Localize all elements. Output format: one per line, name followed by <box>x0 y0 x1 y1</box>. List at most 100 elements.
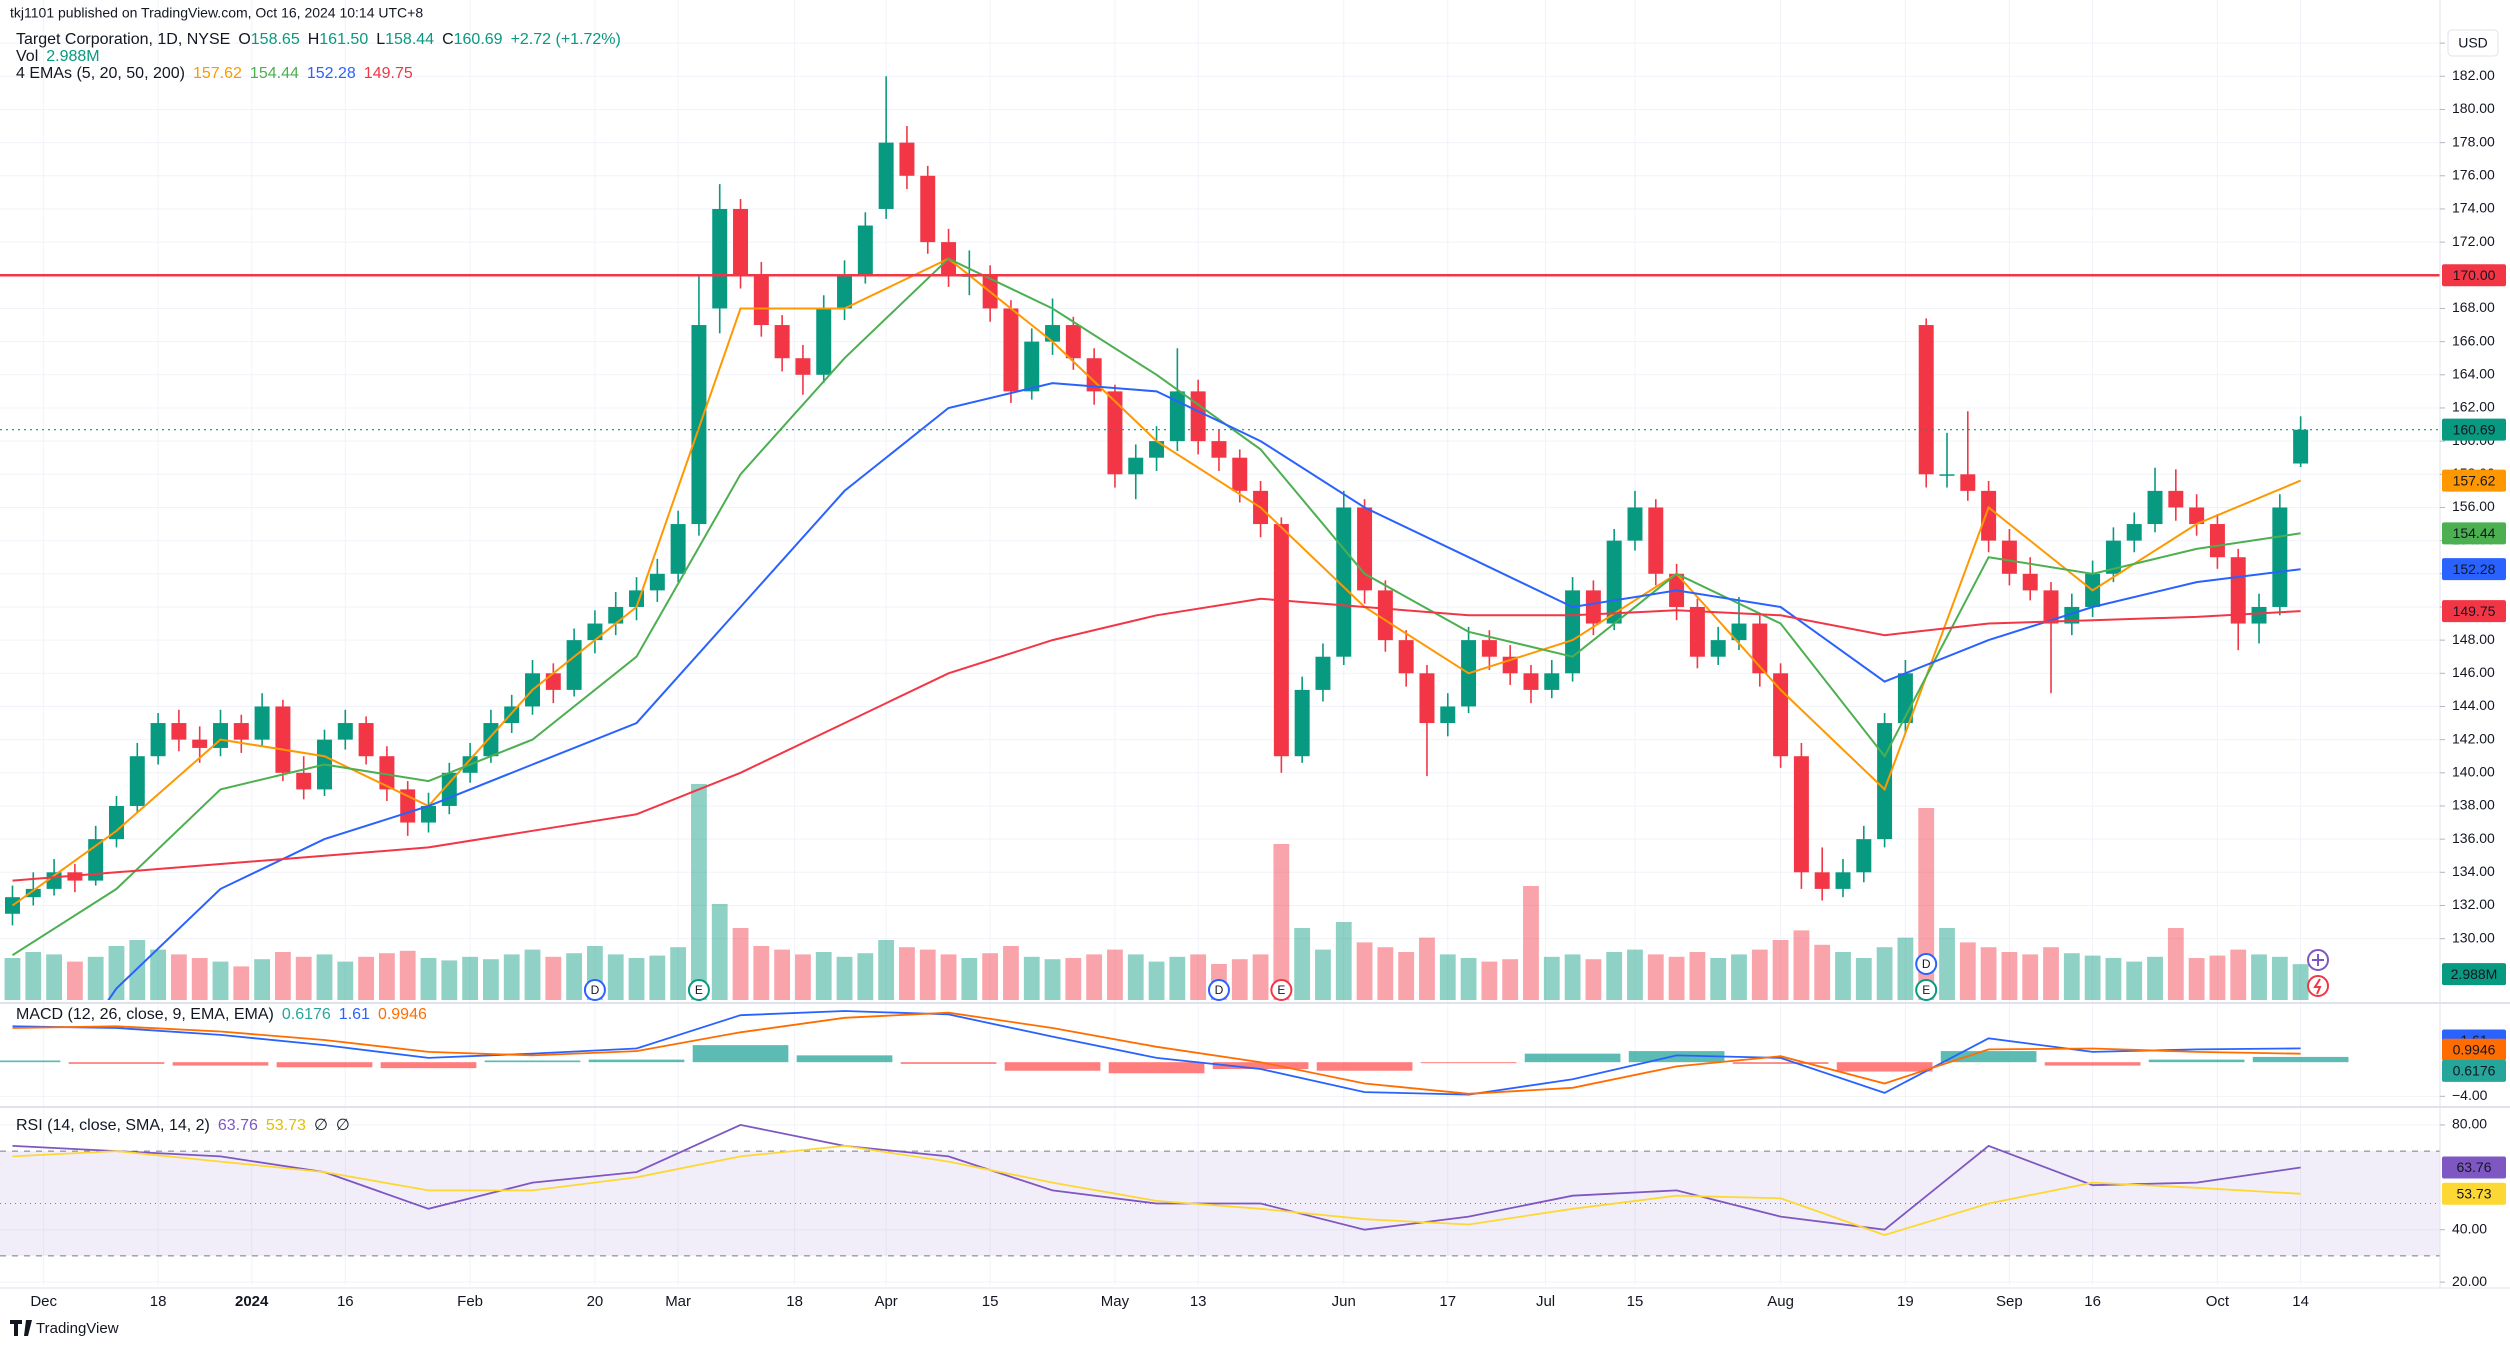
volume-bar <box>1252 954 1269 1000</box>
volume-bar <box>1273 844 1290 1000</box>
legend-volume: Vol 2.988M <box>16 48 100 65</box>
volume-bar <box>524 949 541 1000</box>
volume-bar <box>2188 958 2205 1000</box>
event-label: E <box>1922 983 1930 997</box>
volume-bar <box>1980 947 1997 1000</box>
ohlc-key: H <box>308 31 320 48</box>
macd-histogram <box>1004 1062 1101 1071</box>
candle-body <box>753 275 769 326</box>
brand-logo <box>10 1320 32 1336</box>
legend-rsi: RSI (14, close, SMA, 14, 2) 63.76 53.73 ∅ ∅ <box>16 1117 350 1134</box>
y-tick-label: 136.00 <box>2452 830 2495 846</box>
macd-histogram <box>692 1045 789 1063</box>
candle-body <box>712 208 728 309</box>
event-marker <box>687 979 710 1001</box>
price-label: 149.75 <box>2453 603 2496 619</box>
volume-bar <box>878 940 895 1000</box>
macd-value: 0.9946 <box>378 1006 427 1023</box>
candle-body <box>1481 640 1497 657</box>
candle-body <box>1149 441 1165 458</box>
price-label: 0.6176 <box>2453 1063 2496 1079</box>
x-tick-label: 13 <box>1190 1293 1207 1310</box>
volume-bar <box>1814 944 1831 1000</box>
volume-bar <box>545 956 562 1000</box>
volume-bar <box>961 958 978 1000</box>
volume-bar <box>774 949 791 1000</box>
candle-body <box>108 805 124 840</box>
volume-bar <box>25 952 42 1000</box>
candle-body <box>1045 325 1061 342</box>
currency-box[interactable] <box>2447 29 2499 57</box>
price-label-box <box>2442 600 2506 623</box>
candle-body <box>1752 623 1768 674</box>
price-label: 0.9946 <box>2453 1041 2496 1057</box>
macd-histogram <box>0 1060 61 1063</box>
volume-bar <box>1523 886 1539 1000</box>
volume-bar <box>87 956 104 1000</box>
x-tick-label: Jul <box>1536 1293 1555 1310</box>
volume-bar <box>1855 958 1872 1000</box>
x-tick-label: 15 <box>982 1293 999 1310</box>
volume-bar <box>1356 942 1373 1000</box>
rsi-value: 53.73 <box>266 1117 306 1134</box>
candle-body <box>1565 590 1581 674</box>
macd-histogram <box>1108 1062 1205 1074</box>
macd-histogram <box>588 1059 685 1063</box>
ema-value: 157.62 <box>193 65 242 82</box>
ohlc-key: L <box>376 31 385 48</box>
y-tick-label: 148.00 <box>2452 631 2495 647</box>
candle-body <box>878 142 894 209</box>
volume-bar <box>420 958 437 1000</box>
candle-body <box>816 308 832 375</box>
candle-body <box>1211 441 1227 458</box>
volume-bar <box>1044 959 1061 1000</box>
candle-body <box>1523 673 1539 690</box>
volume-bar <box>1959 942 1976 1000</box>
price-label-box <box>2442 1182 2506 1205</box>
macd-histogram <box>796 1055 893 1063</box>
volume-bar <box>2147 956 2163 1000</box>
ema-name: 4 EMAs (5, 20, 50, 200) <box>16 65 185 82</box>
ema-value: 154.44 <box>250 65 299 82</box>
y-tick-label: 80.00 <box>2452 1116 2487 1132</box>
macd-histogram <box>484 1060 581 1063</box>
volume-bar <box>2209 955 2226 1000</box>
candle-body <box>1419 673 1435 724</box>
volume-bar <box>1876 947 1893 1000</box>
rsi-value: 63.76 <box>218 1117 258 1134</box>
x-tick-label: Aug <box>1767 1293 1794 1310</box>
volume-bar <box>1793 930 1810 1000</box>
y-tick-label: 156.00 <box>2452 498 2495 514</box>
price-label-box <box>2442 418 2506 441</box>
y-tick-label: 178.00 <box>2452 133 2495 149</box>
x-tick-label: Sep <box>1996 1293 2023 1310</box>
ema-value: 152.28 <box>307 65 356 82</box>
candle-body <box>275 706 291 773</box>
volume-bar <box>1439 954 1456 1000</box>
candle-body <box>2105 540 2121 574</box>
candle-body <box>1273 524 1289 757</box>
x-tick-label: Mar <box>665 1293 691 1310</box>
candle-body <box>733 208 749 276</box>
volume-bar <box>836 956 853 1000</box>
symbol: Target Corporation, 1D, NYSE <box>16 31 230 48</box>
volume-bar <box>753 946 770 1000</box>
price-label: 170.00 <box>2453 267 2496 283</box>
y-tick-label: 172.00 <box>2452 233 2495 249</box>
volume-bar <box>2292 964 2309 1000</box>
candle-body <box>1960 474 1976 491</box>
event-marker <box>1270 979 1293 1001</box>
candle-body <box>358 723 374 757</box>
volume-bar <box>691 784 707 1000</box>
volume-bar <box>1419 937 1435 1000</box>
ema-value: 149.75 <box>364 65 413 82</box>
x-tick-label: 17 <box>1439 1293 1456 1310</box>
candle-body <box>421 805 436 823</box>
y-tick-label: −4.00 <box>2452 1087 2488 1103</box>
candle-body <box>379 756 395 790</box>
candle-body <box>2189 507 2205 525</box>
candle-body <box>2147 490 2163 525</box>
candle-body <box>1793 756 1809 873</box>
candle-body <box>2022 573 2038 591</box>
